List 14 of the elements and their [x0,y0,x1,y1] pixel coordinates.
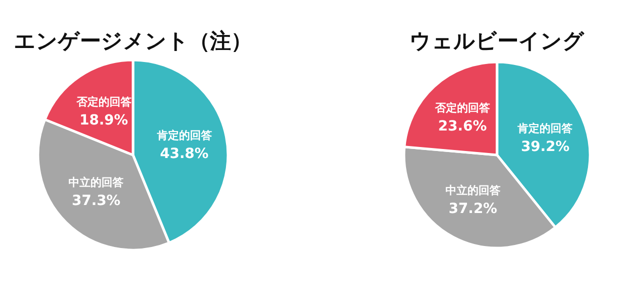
chart-title: ウェルビーイング [410,29,584,53]
data-label: 18.9% [79,112,128,129]
chart-title: エンゲージメント（注） [14,29,252,53]
data-label: 39.2% [520,138,570,155]
slice-label: 中立的回答 [68,176,125,190]
slice-label: 否定的回答 [434,101,491,114]
data-label: 37.3% [72,193,120,210]
data-label: 37.2% [448,201,498,218]
data-label: 43.8% [160,146,209,162]
slice-label: 肯定的回答 [156,128,213,142]
data-label: 23.6% [438,118,487,134]
slice-label: 否定的回答 [75,96,132,109]
slice-label: 中立的回答 [445,184,502,198]
slice-label: 肯定的回答 [516,122,574,135]
